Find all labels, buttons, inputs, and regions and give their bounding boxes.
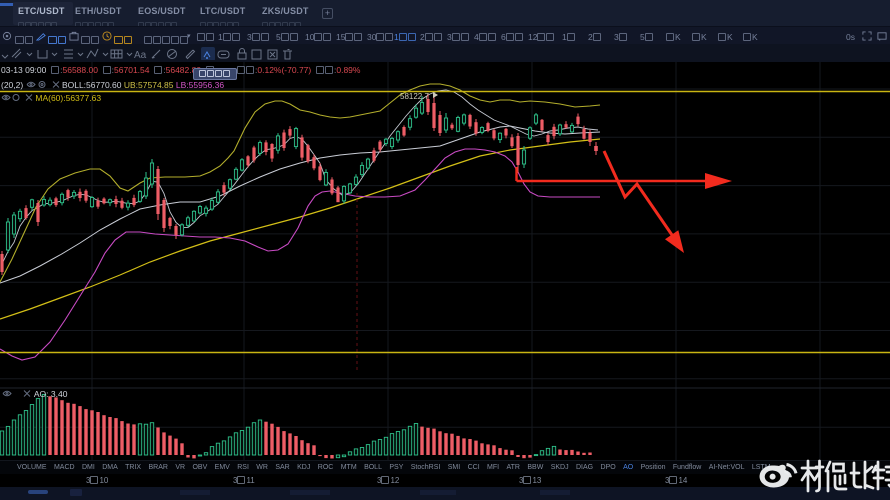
- svg-text:Aa: Aa: [134, 50, 147, 60]
- svg-text:58122.7: 58122.7: [400, 92, 429, 101]
